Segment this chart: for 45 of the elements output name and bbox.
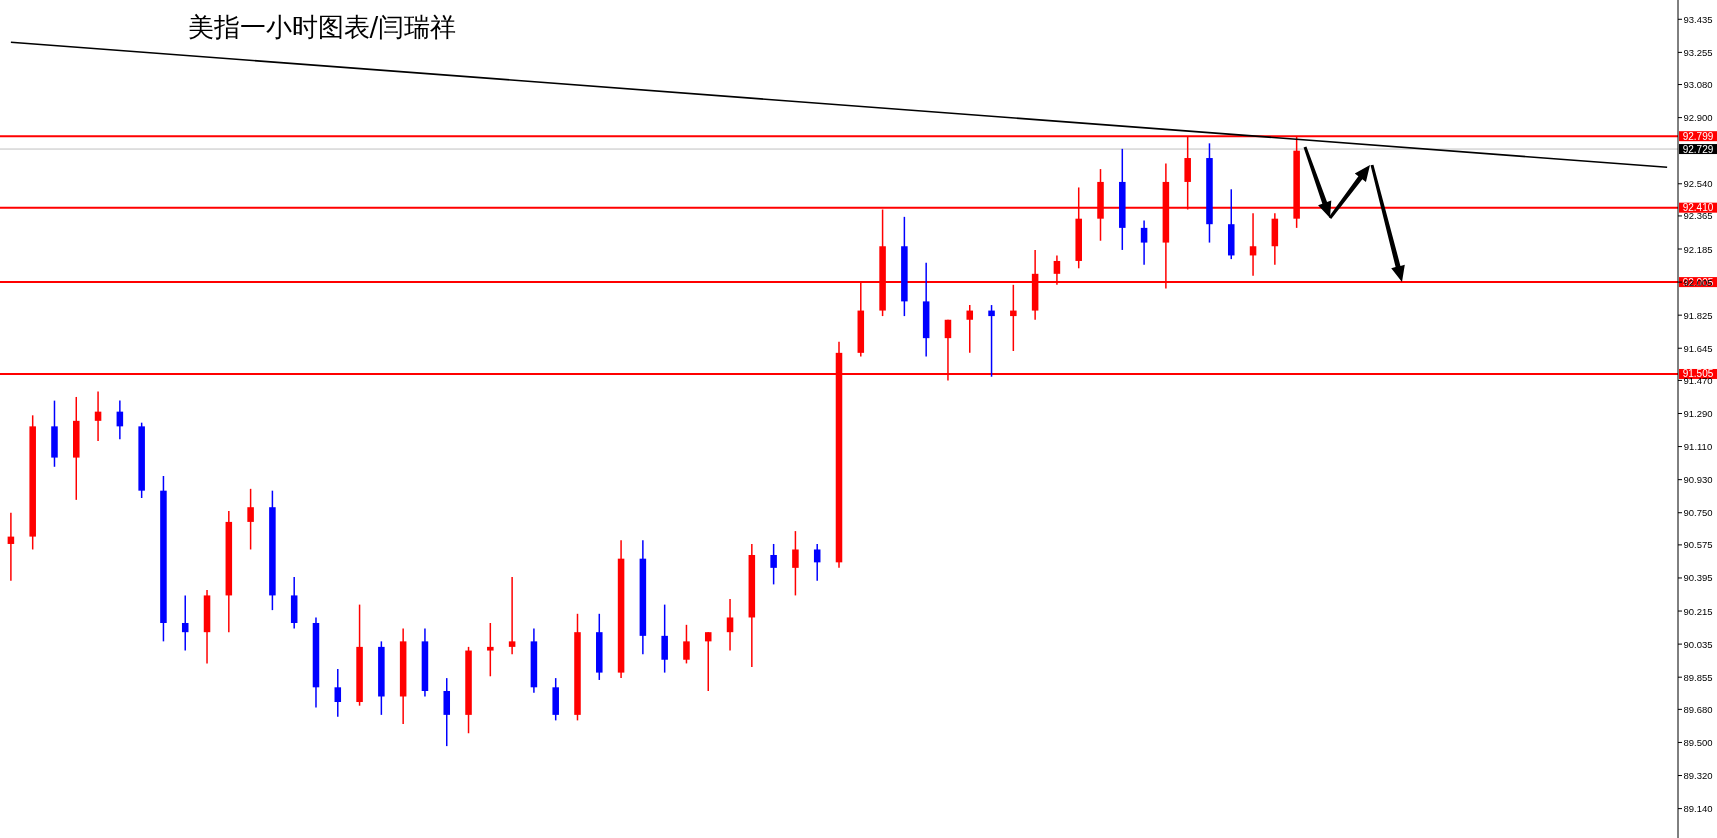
candlestick (704, 631, 712, 692)
y-tick-label: 91.290 (1683, 407, 1713, 419)
y-tick-label: 89.855 (1683, 671, 1713, 683)
y-tick-label: 92.540 (1683, 178, 1713, 190)
y-tick-label: 91.110 (1683, 441, 1713, 453)
candlestick (726, 598, 734, 652)
y-tick-label: 89.320 (1683, 770, 1713, 782)
candlestick (334, 668, 342, 718)
y-tick-label: 90.395 (1683, 572, 1713, 584)
y-tick-label: 89.140 (1683, 803, 1713, 815)
ref-line-label: 92.729 (1682, 143, 1714, 155)
y-tick-label: 92.900 (1683, 112, 1713, 124)
candlestick (661, 603, 668, 674)
candlestick (1010, 284, 1017, 352)
y-tick-label: 91.825 (1683, 309, 1713, 321)
y-tick-label: 89.500 (1683, 736, 1713, 748)
y-tick-label: 93.080 (1683, 79, 1713, 91)
y-tick-label: 89.680 (1683, 703, 1713, 715)
candlestick (443, 677, 451, 747)
candlestick (813, 543, 821, 582)
candlestick (94, 390, 102, 442)
y-tick-label: 93.255 (1683, 46, 1713, 58)
candlestick (487, 622, 494, 678)
candlestick (683, 624, 690, 665)
ref-line-label: 92.410 (1682, 202, 1714, 214)
y-tick-label: 93.435 (1683, 13, 1713, 25)
text: 美指一小时图表/闫瑞祥 (187, 12, 457, 42)
candlestick (1249, 212, 1257, 277)
candlestick (770, 543, 777, 586)
y-tick-label: 90.575 (1683, 539, 1713, 551)
y-tick-label: 90.930 (1683, 474, 1713, 486)
candlestick (247, 488, 254, 551)
y-tick-label: 92.005 (1683, 276, 1713, 288)
candlestick (988, 304, 995, 378)
y-tick-label: 91.645 (1683, 342, 1713, 354)
candlestick (1140, 219, 1148, 266)
y-tick-label: 90.035 (1683, 638, 1713, 650)
y-tick-label: 90.750 (1683, 507, 1713, 519)
y-tick-label: 92.185 (1683, 243, 1713, 255)
ref-line-label: 92.799 (1682, 130, 1714, 142)
candlestick (508, 576, 516, 655)
candlestick (966, 304, 974, 354)
candlestick (181, 594, 189, 652)
candlestick (792, 530, 799, 597)
y-tick-label: 90.215 (1683, 605, 1713, 617)
